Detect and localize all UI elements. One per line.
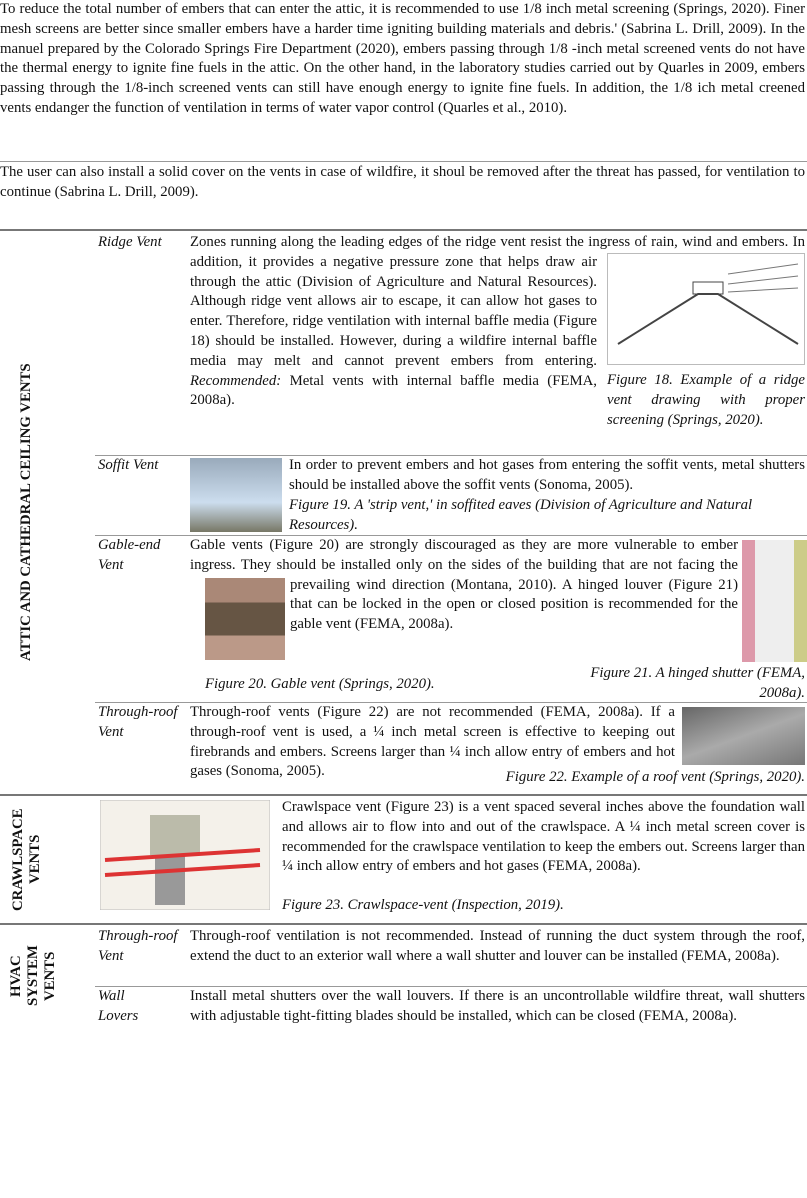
cell-text: Crawlspace vent (Figure 23) is a vent sp… <box>282 799 805 875</box>
cell-text: Gable vents (Figure 20) are strongly dis… <box>190 537 738 633</box>
row-label: Through-roof Vent <box>98 704 178 740</box>
rule <box>95 702 807 703</box>
cell-text: In order to prevent embers and hot gases… <box>289 457 805 493</box>
cell-text: Through-roof vents (Figure 22) are not r… <box>190 704 675 780</box>
cell: In order to prevent embers and hot gases… <box>289 456 805 496</box>
cell-text: Through-roof ventilation is not recommen… <box>190 928 805 964</box>
rule <box>95 535 807 536</box>
row-label: Through-roof Vent <box>98 928 178 964</box>
rule <box>0 161 807 162</box>
rule <box>0 229 807 231</box>
figure-caption: Figure 18. Example of a ridge vent drawi… <box>607 372 805 428</box>
cell: Figure 18. Example of a ridge vent drawi… <box>190 233 805 430</box>
paragraph: The user can also install a solid cover … <box>0 164 805 200</box>
figure-caption: Figure 23. Crawlspace-vent (Inspection, … <box>282 897 564 913</box>
paragraph: To reduce the total number of embers tha… <box>0 1 805 116</box>
rule <box>0 794 807 796</box>
figure: Figure 18. Example of a ridge vent drawi… <box>607 253 805 430</box>
figure-image <box>682 707 805 765</box>
figure-image <box>742 540 807 662</box>
rule <box>95 455 807 456</box>
section-heading: HVAC SYSTEM VENTS <box>8 945 58 1007</box>
emphasis: Recommended: <box>190 372 282 389</box>
figure-caption: Figure 20. Gable vent (Springs, 2020). <box>205 676 435 692</box>
figure-image <box>607 253 805 365</box>
section-heading: ATTIC AND CATHEDRAL CEILING VENTS <box>18 363 34 662</box>
cell-text: Install metal shutters over the wall lou… <box>190 988 805 1024</box>
rule <box>0 923 807 925</box>
row-label: Wall Lovers <box>98 988 139 1024</box>
figure-caption: Figure 22. Example of a roof vent (Sprin… <box>505 769 805 785</box>
figure-image <box>190 458 282 532</box>
figure-caption: Figure 21. A hinged shutter (FEMA, 2008a… <box>590 665 805 701</box>
cell-text: Metal vents with internal baffle media (… <box>190 372 597 409</box>
cell: Gable vents (Figure 20) are strongly dis… <box>190 536 738 656</box>
figure-caption: Figure 19. A 'strip vent,' in soffited e… <box>289 497 753 533</box>
figure-image <box>100 800 270 910</box>
figure-image <box>205 578 285 660</box>
row-label: Ridge Vent <box>98 234 162 250</box>
row-label: Soffit Vent <box>98 457 159 473</box>
row-label: Gable-end Vent <box>98 537 161 573</box>
cell-text: Zones running along the leading edges of… <box>190 234 805 369</box>
section-heading: CRAWLSPACE VENTS <box>10 808 43 911</box>
rule <box>95 986 807 987</box>
